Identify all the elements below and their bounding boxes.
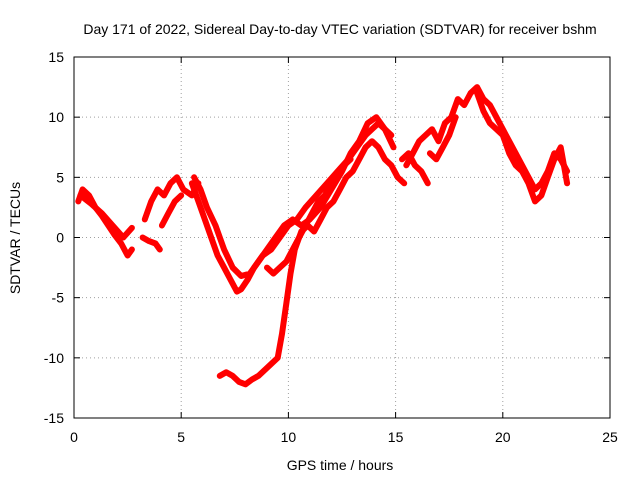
series-line-trace-11 [403,84,571,193]
y-tick-label: -15 [44,410,64,426]
y-tick-label: -10 [44,350,64,366]
series-line-trace-5 [158,192,185,229]
series-line-trace-3 [139,234,163,253]
series-line-trace-9 [264,156,354,277]
series-line-trace-7 [191,114,397,279]
series-line-trace-12 [426,114,459,163]
data-series [75,84,571,388]
y-tick-label: -5 [52,290,65,306]
grid-lines [74,57,610,418]
y-tick-label: 5 [56,169,64,185]
series-line-trace-2 [77,192,135,241]
y-axis-label: SDTVAR / TECUs [7,182,23,294]
y-tick-label: 0 [56,230,64,246]
series-line-trace-10 [399,150,431,187]
x-tick-label: 5 [177,429,185,445]
y-tick-label: 10 [48,109,64,125]
x-tick-label: 25 [602,429,618,445]
chart-title: Day 171 of 2022, Sidereal Day-to-day VTE… [83,21,596,37]
series-line-trace-8 [216,138,408,388]
y-tick-label: 15 [48,49,64,65]
x-tick-label: 0 [70,429,78,445]
plot-frame [73,56,611,419]
x-tick-label: 10 [281,429,297,445]
x-tick-label: 15 [388,429,404,445]
series-line-trace-13 [474,90,571,205]
axis-ticks: 0 5 10 15 20 25 -15 -10 -5 0 5 10 15 [44,49,618,445]
series-line-trace-4 [141,174,202,223]
x-axis-label: GPS time / hours [287,457,394,473]
x-tick-label: 20 [495,429,511,445]
